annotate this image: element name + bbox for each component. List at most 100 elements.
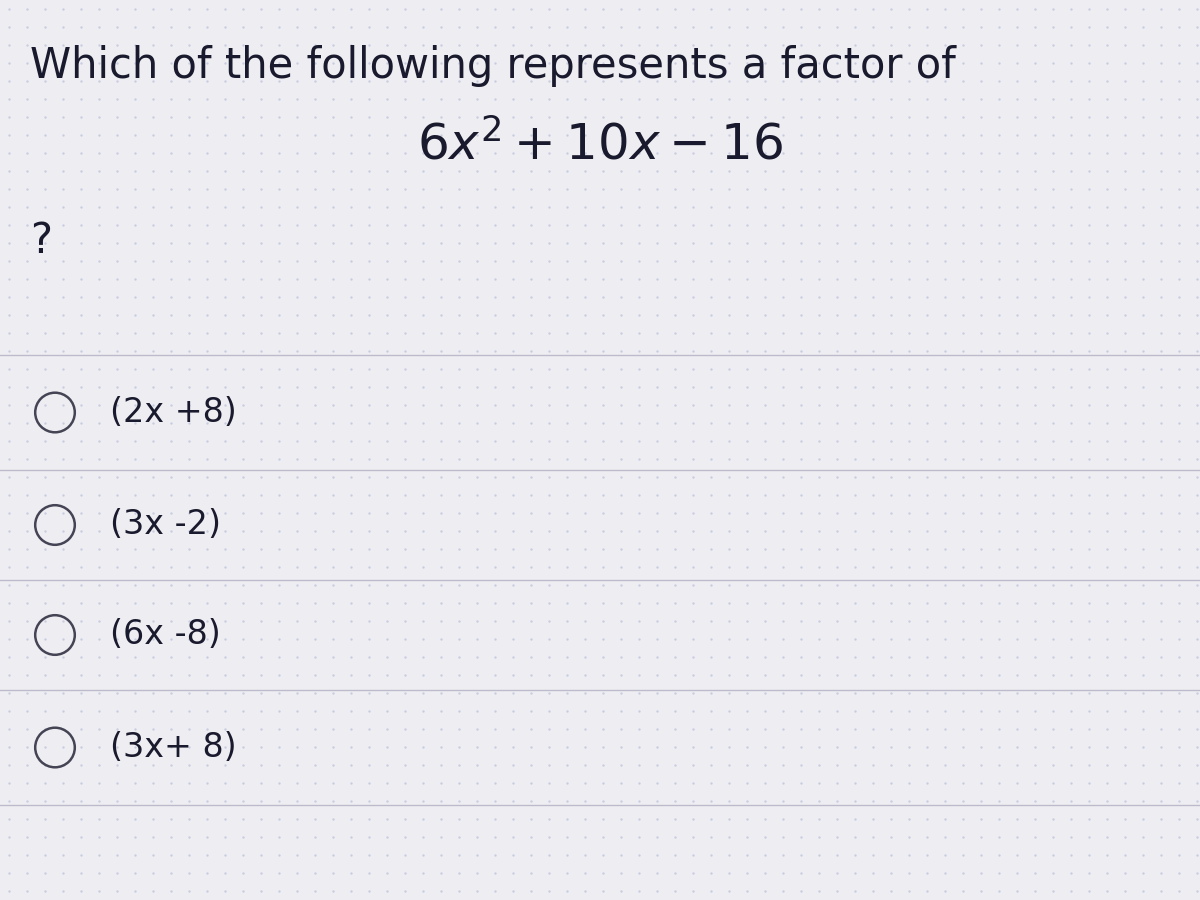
Point — [1044, 344, 1063, 358]
Point — [989, 758, 1008, 772]
Point — [233, 416, 253, 430]
Point — [468, 596, 487, 610]
Point — [360, 848, 379, 862]
Point — [612, 434, 631, 448]
Point — [864, 614, 883, 628]
Point — [180, 344, 199, 358]
Point — [126, 866, 144, 880]
Point — [342, 740, 361, 754]
Point — [377, 722, 396, 736]
Point — [936, 758, 955, 772]
Point — [557, 164, 577, 178]
Point — [0, 614, 19, 628]
Point — [108, 776, 127, 790]
Point — [864, 344, 883, 358]
Point — [1169, 182, 1188, 196]
Point — [630, 92, 649, 106]
Point — [18, 326, 37, 340]
Point — [485, 614, 505, 628]
Point — [521, 740, 540, 754]
Point — [881, 704, 900, 718]
Point — [612, 884, 631, 898]
Point — [108, 200, 127, 214]
Point — [432, 578, 451, 592]
Point — [180, 290, 199, 304]
Point — [432, 758, 451, 772]
Point — [377, 488, 396, 502]
Point — [269, 632, 289, 646]
Point — [90, 308, 108, 322]
Point — [72, 128, 91, 142]
Point — [432, 452, 451, 466]
Point — [809, 74, 828, 88]
Point — [557, 812, 577, 826]
Point — [269, 668, 289, 682]
Point — [1098, 866, 1117, 880]
Point — [432, 542, 451, 556]
Point — [324, 326, 343, 340]
Point — [305, 452, 324, 466]
Point — [449, 884, 468, 898]
Point — [701, 632, 720, 646]
Point — [90, 704, 108, 718]
Point — [1062, 668, 1081, 682]
Point — [216, 740, 235, 754]
Point — [342, 506, 361, 520]
Point — [918, 650, 937, 664]
Point — [0, 794, 19, 808]
Point — [1080, 668, 1099, 682]
Point — [36, 578, 55, 592]
Point — [126, 128, 144, 142]
Point — [413, 236, 433, 250]
Point — [468, 362, 487, 376]
Point — [180, 308, 199, 322]
Point — [828, 344, 847, 358]
Point — [1133, 866, 1152, 880]
Point — [1044, 704, 1063, 718]
Point — [305, 830, 324, 844]
Point — [288, 776, 307, 790]
Point — [918, 848, 937, 862]
Point — [881, 56, 900, 70]
Point — [54, 362, 73, 376]
Point — [792, 776, 811, 790]
Point — [684, 866, 703, 880]
Point — [377, 794, 396, 808]
Point — [954, 272, 973, 286]
Point — [413, 56, 433, 70]
Point — [216, 704, 235, 718]
Point — [1116, 524, 1135, 538]
Point — [252, 344, 271, 358]
Point — [1062, 740, 1081, 754]
Point — [540, 650, 559, 664]
Point — [1080, 380, 1099, 394]
Point — [305, 776, 324, 790]
Point — [54, 560, 73, 574]
Point — [360, 56, 379, 70]
Point — [612, 794, 631, 808]
Point — [989, 344, 1008, 358]
Point — [701, 344, 720, 358]
Point — [701, 254, 720, 268]
Point — [396, 524, 415, 538]
Point — [936, 38, 955, 52]
Point — [1025, 416, 1044, 430]
Point — [126, 704, 144, 718]
Point — [774, 146, 793, 160]
Point — [126, 362, 144, 376]
Point — [342, 128, 361, 142]
Point — [72, 632, 91, 646]
Point — [864, 200, 883, 214]
Point — [809, 596, 828, 610]
Point — [180, 506, 199, 520]
Point — [936, 254, 955, 268]
Point — [324, 632, 343, 646]
Point — [594, 110, 613, 124]
Point — [954, 884, 973, 898]
Point — [1025, 362, 1044, 376]
Point — [881, 542, 900, 556]
Point — [756, 776, 775, 790]
Point — [18, 164, 37, 178]
Point — [701, 200, 720, 214]
Point — [630, 110, 649, 124]
